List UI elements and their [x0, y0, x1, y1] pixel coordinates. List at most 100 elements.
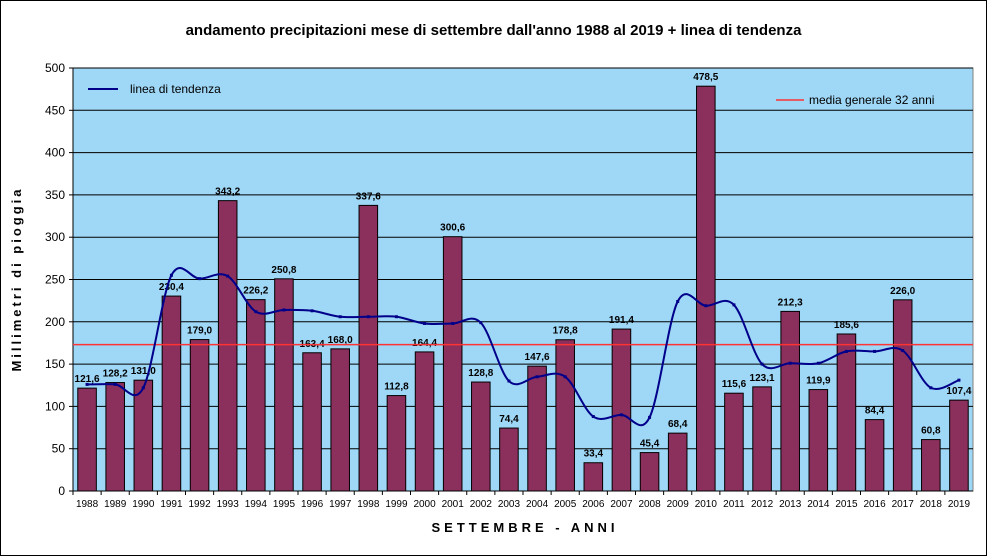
data-label: 212,3 [778, 297, 803, 308]
bar-1995 [274, 278, 294, 492]
data-label: 343,2 [215, 187, 240, 198]
x-tick-label: 2008 [638, 499, 661, 510]
bar-2005 [555, 339, 575, 492]
bar-1989 [105, 382, 125, 492]
x-tick-label: 2009 [667, 499, 690, 510]
y-tick-label: 50 [52, 442, 66, 456]
data-label: 230,4 [159, 282, 184, 293]
trend-point [507, 379, 511, 383]
x-tick-label: 2012 [751, 499, 774, 510]
bar-2010 [696, 85, 716, 492]
data-label: 74,4 [499, 414, 519, 425]
data-label: 179,0 [187, 326, 212, 337]
trend-point [85, 382, 89, 386]
bar-2008 [639, 452, 660, 492]
data-label: 185,6 [834, 320, 859, 331]
trend-point [704, 304, 708, 308]
x-tick-label: 2013 [779, 499, 802, 510]
bar-1994 [246, 299, 266, 492]
data-label: 226,0 [890, 286, 915, 297]
legend-average: media generale 32 anni [776, 93, 934, 107]
bar-1991 [161, 295, 182, 492]
bar-1998 [358, 204, 379, 492]
trend-point [141, 386, 145, 390]
trend-point [479, 321, 483, 325]
x-tick-label: 2016 [863, 499, 886, 510]
y-tick-label: 300 [45, 230, 65, 244]
x-tick-label: 1999 [385, 499, 408, 510]
data-label: 123,1 [750, 373, 775, 384]
x-tick-label: 2017 [892, 499, 915, 510]
bar-2006 [583, 462, 604, 492]
x-tick-label: 1989 [104, 499, 127, 510]
data-label: 300,6 [440, 223, 465, 234]
bar-1993 [217, 200, 238, 492]
data-label: 60,8 [921, 426, 941, 437]
data-label: 191,4 [609, 315, 634, 326]
data-label: 226,2 [243, 286, 268, 297]
trend-point [282, 308, 286, 312]
y-tick-label: 0 [58, 484, 65, 498]
trend-point [113, 382, 117, 386]
bars-group [77, 85, 969, 492]
x-tick-label: 2019 [948, 499, 971, 510]
trend-point [254, 310, 258, 314]
data-label: 250,8 [271, 265, 296, 276]
data-label: 112,8 [384, 382, 409, 393]
data-label: 337,6 [356, 191, 381, 202]
trend-point [423, 321, 427, 325]
x-tick-label: 1991 [160, 499, 183, 510]
trend-point [901, 349, 905, 353]
trend-point [451, 321, 455, 325]
y-axis-label: Millimetri di pioggia [9, 186, 24, 371]
legend-average-label: media generale 32 anni [809, 93, 934, 107]
trend-point [648, 415, 652, 419]
data-label: 478,5 [693, 72, 718, 83]
x-tick-label: 1995 [273, 499, 296, 510]
x-tick-label: 2018 [920, 499, 943, 510]
y-tick-label: 350 [45, 188, 65, 202]
trend-point [619, 413, 623, 417]
bar-1996 [302, 352, 322, 492]
bar-2016 [864, 419, 885, 492]
trend-point [929, 386, 933, 390]
data-label: 115,6 [722, 379, 747, 390]
legend-trend: linea di tendenza [88, 82, 221, 96]
trend-point [591, 415, 595, 419]
bar-2001 [442, 236, 463, 492]
y-tick-label: 250 [45, 273, 65, 287]
x-tick-label: 1998 [357, 499, 380, 510]
y-tick-label: 100 [45, 399, 65, 413]
x-tick-label: 1988 [76, 499, 99, 510]
data-label: 164,4 [412, 338, 437, 349]
trend-markers [85, 273, 961, 419]
x-tick-label: 2015 [835, 499, 858, 510]
data-label: 33,4 [584, 449, 604, 460]
trend-point [169, 273, 173, 277]
x-tick-label: 2003 [498, 499, 521, 510]
data-label: 84,4 [865, 406, 885, 417]
trend-point [816, 361, 820, 365]
x-tick-label: 1993 [217, 499, 240, 510]
x-tick-label: 2014 [807, 499, 830, 510]
data-label: 119,9 [806, 376, 831, 387]
trend-point [226, 274, 230, 278]
trend-point [310, 309, 314, 313]
bar-2003 [499, 427, 519, 492]
data-label: 45,4 [640, 439, 660, 450]
y-tick-label: 200 [45, 315, 65, 329]
trend-point [338, 315, 342, 319]
x-tick-label: 2007 [610, 499, 633, 510]
x-tick-label: 2006 [582, 499, 605, 510]
data-label: 68,4 [668, 419, 688, 430]
x-tick-label: 1990 [132, 499, 155, 510]
y-tick-labels: 0 50 100 150 200 250 300 350 400 450 500 [45, 61, 65, 498]
trend-point [366, 315, 370, 319]
bar-2014 [808, 389, 829, 492]
x-tick-label: 2002 [470, 499, 493, 510]
bar-2019 [949, 399, 969, 492]
y-tick-label: 450 [45, 103, 65, 117]
x-tick-label: 1992 [188, 499, 211, 510]
x-tick-label: 1996 [301, 499, 324, 510]
